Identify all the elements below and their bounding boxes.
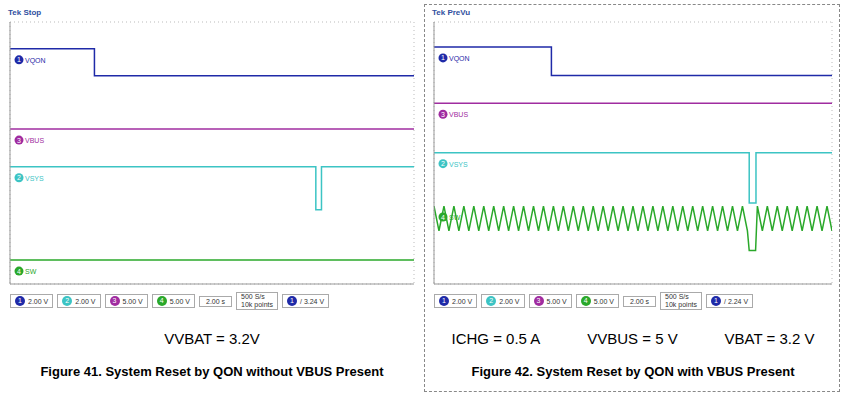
html-text:2.00 V: 2.00 V	[28, 297, 49, 305]
html-text:3: 3	[536, 297, 541, 304]
html-text:VBAT = 3.2 V: VBAT = 3.2 V	[724, 330, 815, 347]
html-text:5.00 V: 5.00 V	[593, 297, 614, 305]
html-text:2.00 s: 2.00 s	[206, 297, 226, 305]
html-text:/ 2.24 V: / 2.24 V	[724, 297, 749, 305]
html-text:2.00 V: 2.00 V	[499, 297, 520, 305]
svg-text:1: 1	[17, 56, 21, 63]
html-text:1: 1	[18, 297, 22, 304]
html-text:1: 1	[442, 297, 446, 304]
html-text:5.00 V: 5.00 V	[169, 297, 190, 305]
svg-text:3: 3	[441, 111, 445, 118]
svg-text:VSYS: VSYS	[449, 161, 468, 168]
html-text:10k points: 10k points	[665, 301, 697, 308]
html-text:/ 3.24 V: / 3.24 V	[300, 297, 325, 305]
svg-text:2: 2	[17, 174, 21, 181]
svg-text:SW: SW	[449, 214, 461, 221]
html-text:500 S/s: 500 S/s	[241, 293, 265, 300]
svg-text:VSYS: VSYS	[25, 175, 44, 182]
html-text:VVBAT = 3.2V: VVBAT = 3.2V	[164, 330, 260, 347]
html-text:4: 4	[583, 297, 588, 304]
html-text:ICHG = 0.5 A: ICHG = 0.5 A	[451, 330, 541, 347]
html-text:3: 3	[112, 297, 117, 304]
html-text:2.00 V: 2.00 V	[75, 297, 96, 305]
svg-text:VBUS: VBUS	[449, 111, 468, 118]
html-text:5.00 V: 5.00 V	[546, 297, 567, 305]
html-text:4: 4	[159, 297, 164, 304]
html-text:Tek PreVu: Tek PreVu	[432, 8, 471, 17]
html-text:VVBUS = 5 V: VVBUS = 5 V	[587, 330, 678, 347]
html-text:Figure 42. System Reset by QON: Figure 42. System Reset by QON with VBUS…	[471, 364, 795, 379]
html-text:2: 2	[489, 297, 494, 304]
html-text:5.00 V: 5.00 V	[122, 297, 143, 305]
svg-text:4: 4	[17, 268, 21, 275]
svg-text:SW: SW	[25, 268, 37, 275]
svg-text:2: 2	[441, 160, 445, 167]
svg-text:VQON: VQON	[25, 57, 46, 65]
svg-text:4: 4	[441, 214, 445, 221]
html-text:Tek Stop: Tek Stop	[8, 8, 42, 17]
svg-text:VQON: VQON	[449, 55, 470, 63]
html-text:1: 1	[290, 297, 294, 304]
html-text:2.00 V: 2.00 V	[452, 297, 473, 305]
html-text:2: 2	[65, 297, 70, 304]
svg-text:3: 3	[17, 137, 21, 144]
html-text:500 S/s: 500 S/s	[665, 293, 689, 300]
svg-text:1: 1	[441, 54, 445, 61]
html-text:1: 1	[714, 297, 718, 304]
html-text:10k points: 10k points	[241, 301, 273, 308]
svg-text:VBUS: VBUS	[25, 137, 44, 144]
html-text:Figure 41. System Reset by QON: Figure 41. System Reset by QON without V…	[40, 364, 384, 379]
html-text:2.00 s: 2.00 s	[630, 297, 650, 305]
